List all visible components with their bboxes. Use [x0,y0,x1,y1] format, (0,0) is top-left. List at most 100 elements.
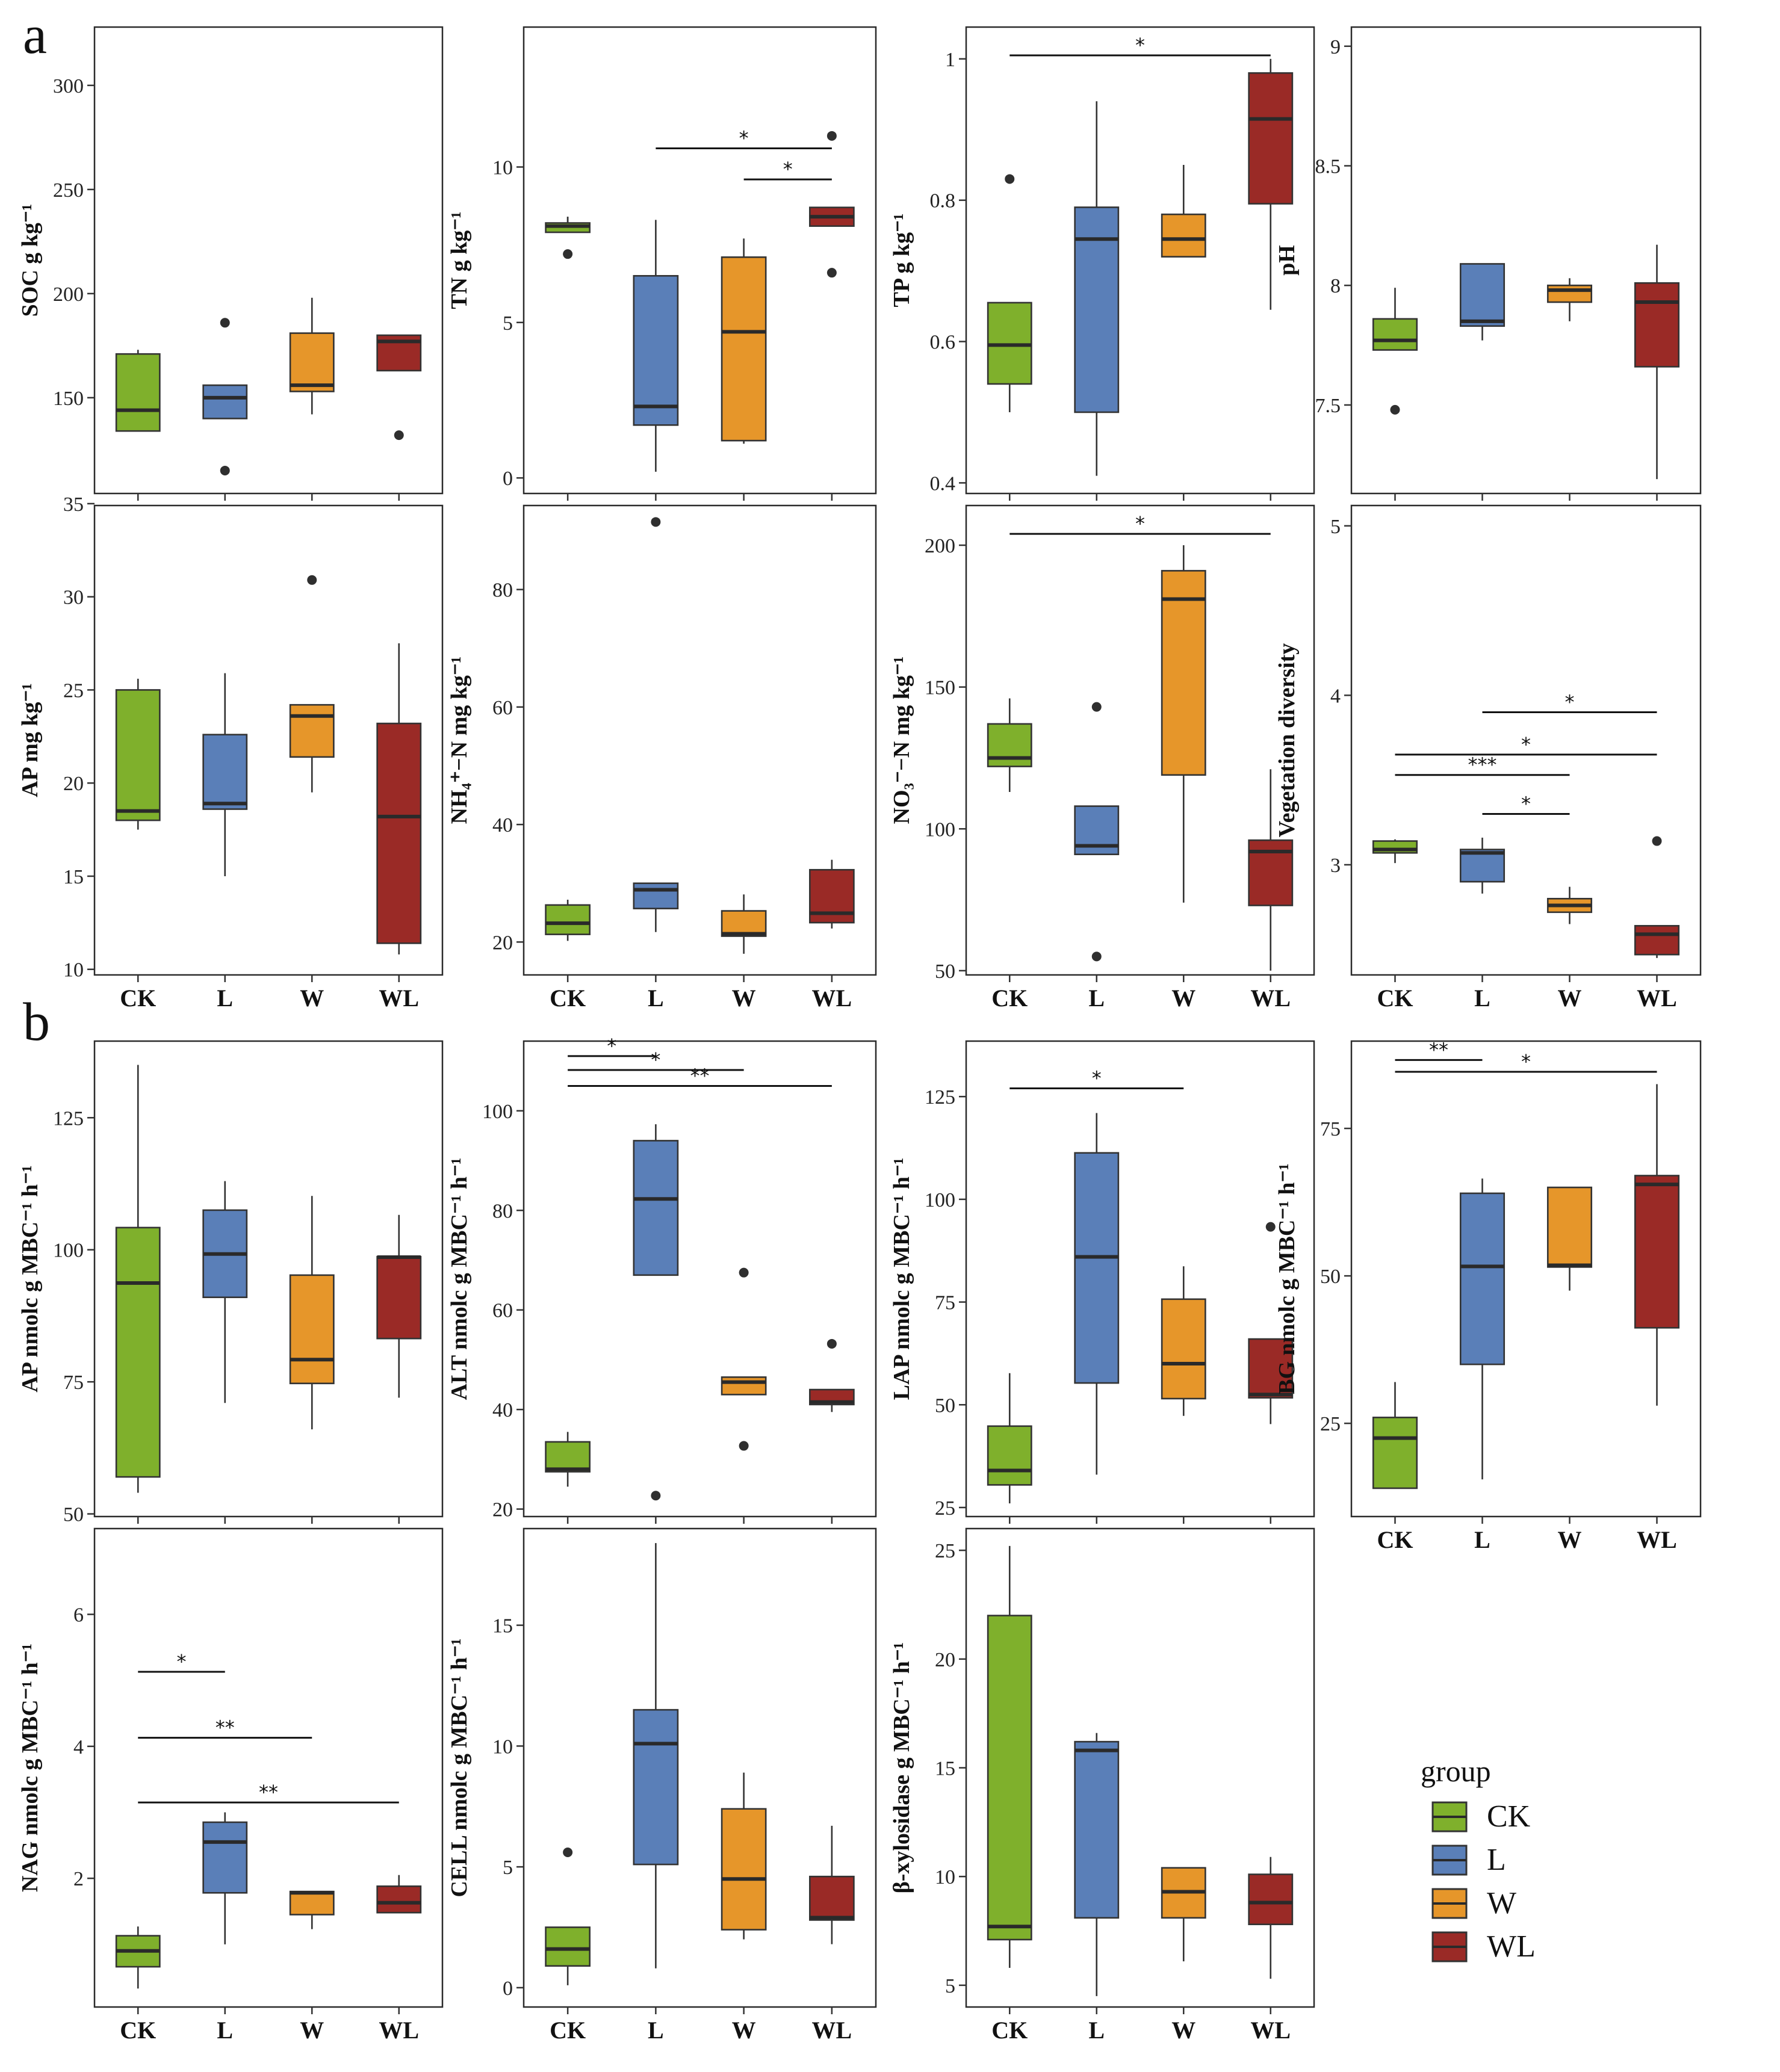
box-l [633,275,679,426]
y-axis-label-no3: NO₃⁻−N mg kg⁻¹ [889,657,914,824]
xtick-label-w: W [1171,985,1195,1012]
box-ck [115,1226,161,1478]
xtick-label-l: L [1088,2017,1105,2044]
box-ck [987,723,1032,767]
box-ck [987,1425,1032,1486]
xtick-label-w: W [732,985,756,1012]
ytick-label: 3 [1330,855,1341,877]
ytick-label: 60 [492,697,513,719]
y-axis-label-nh4: NH₄⁺−N mg kg⁻¹ [447,657,472,824]
box-w [1546,284,1593,303]
xtick-label-wl: WL [1250,2017,1291,2044]
xtick-label-wl: WL [812,985,852,1012]
xtick-label-l: L [1474,1526,1490,1553]
ytick-label: 25 [1320,1413,1341,1435]
xtick-label-l: L [1474,985,1490,1012]
box-w [721,910,767,937]
xtick-label-w: W [732,2017,756,2044]
ytick-label: 5 [503,1857,513,1879]
ytick-label: 25 [63,679,84,702]
panel-frame-nag [93,1527,444,2008]
xtick-label-wl: WL [1637,1526,1677,1553]
ytick-label: 20 [492,1499,513,1521]
xtick-label-wl: WL [1250,985,1291,1012]
panel-ph: 7.5 8 8.5 9 pH [1274,26,1702,501]
xtick-label-wl: WL [1637,985,1677,1012]
outlier-point-l [220,465,230,475]
xtick-label-ck: CK [550,985,586,1012]
box-ck [115,689,161,821]
y-axis-label-alt: ALT nmolc g MBC⁻¹ h⁻¹ [447,1158,472,1400]
box-w [289,332,335,392]
box-ck [1372,1417,1418,1489]
y-axis-label-bx: β-xylosidase g MBC⁻¹ h⁻¹ [889,1642,914,1894]
ytick-label: 4 [1330,685,1341,707]
significance-label: * [1521,733,1531,756]
y-axis-label-soc: SOC g kg⁻¹ [17,204,43,317]
significance-label: * [607,1034,616,1057]
ytick-label: 100 [925,818,955,841]
y-axis-label-tn: TN g kg⁻¹ [447,211,472,309]
panel-frame-tn [523,26,877,495]
significance-label: * [783,158,793,181]
significance-label: * [739,127,749,150]
xtick-label-ck: CK [1377,1526,1413,1553]
ytick-label: 100 [925,1189,955,1211]
box-l [1459,1192,1506,1365]
outlier-point-ck [1390,404,1400,415]
ytick-label: 80 [492,580,513,602]
outlier-point-l [1091,702,1102,712]
xtick-label-ck: CK [991,985,1028,1012]
y-axis-label-ap1: AP mg kg⁻¹ [17,683,43,797]
ytick-label: 10 [63,959,84,982]
box-w [289,1274,335,1385]
ytick-label: 100 [53,1240,84,1262]
panel-nh4: 20 40 60 80 CK L W WL NH₄⁺−N mg kg⁻¹ [447,504,877,1012]
ytick-label: 0.8 [930,190,956,212]
ytick-label: 75 [63,1372,84,1394]
ytick-label: 200 [53,283,84,306]
ytick-label: 15 [935,1758,955,1780]
outlier-point-l [651,1491,661,1501]
ytick-label: 100 [482,1101,513,1123]
ytick-label: 20 [492,932,513,954]
legend-item-l: L [1431,1843,1506,1877]
ytick-label: 0.6 [930,332,956,354]
significance-label: ** [1429,1038,1448,1061]
box-w [721,1808,767,1931]
box-wl [1634,1175,1680,1329]
box-l [1459,849,1506,883]
ytick-label: 15 [492,1615,513,1637]
legend-label-w: W [1487,1886,1516,1920]
box-l [633,1140,679,1276]
ytick-label: 50 [935,960,955,983]
box-wl [376,1885,422,1914]
significance-label: ** [216,1716,235,1739]
ytick-label: 25 [935,1540,955,1562]
outlier-point-wl [826,268,837,278]
ytick-label: 50 [1320,1266,1341,1288]
xtick-label-w: W [1171,2017,1195,2044]
box-wl [1248,1873,1294,1925]
legend-label-ck: CK [1487,1799,1531,1834]
ytick-label: 10 [935,1866,955,1888]
xtick-label-w: W [300,985,324,1012]
ytick-label: 80 [492,1200,513,1222]
outlier-point-l [651,517,661,527]
legend-label-l: L [1487,1843,1506,1877]
y-axis-label-nag: NAG nmolc g MBC⁻¹ h⁻¹ [17,1644,43,1892]
ytick-label: 5 [945,1975,955,1997]
box-ck [987,1615,1032,1941]
y-axis-label-ph: pH [1274,245,1300,276]
xtick-label-l: L [1088,985,1105,1012]
significance-label: * [1521,792,1531,815]
ytick-label: 8.5 [1315,156,1341,178]
box-wl [1248,1338,1294,1399]
y-axis-label-bg: BG nmolc g MBC⁻¹ h⁻¹ [1274,1163,1300,1394]
box-w [289,704,335,758]
box-ck [115,353,161,432]
xtick-label-ck: CK [120,2017,156,2044]
y-axis-label-vegdiv: Vegetation diversity [1274,643,1300,838]
xtick-label-w: W [1558,1526,1582,1553]
